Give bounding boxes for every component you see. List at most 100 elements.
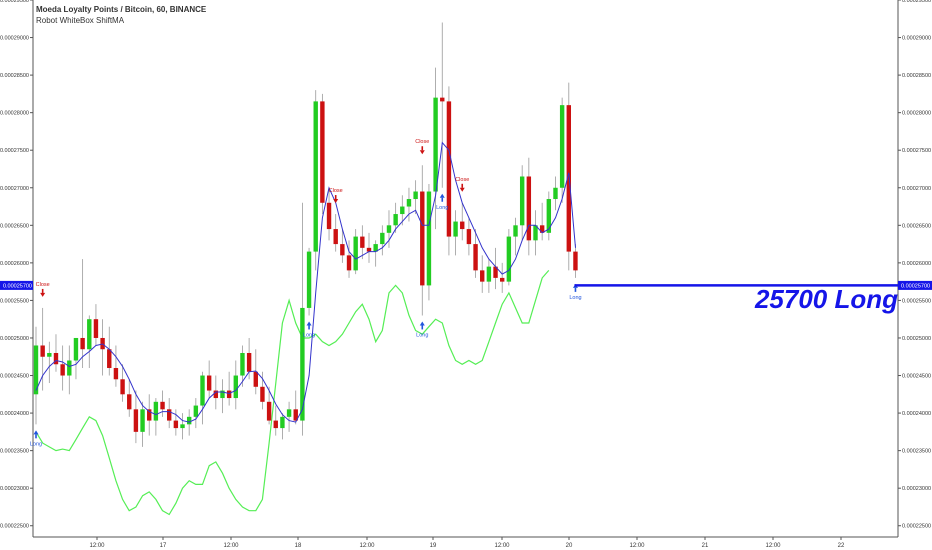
y-tick-label-right: 0.00026500 <box>902 223 931 229</box>
candle-up <box>280 416 285 429</box>
candle-down <box>500 277 505 282</box>
x-tick-label: 12:00 <box>765 543 781 549</box>
y-tick-label-right: 0.00029500 <box>902 0 931 4</box>
candle-up <box>533 225 538 241</box>
candle-down <box>460 221 465 230</box>
x-tick-label: 20 <box>566 543 573 549</box>
candle-up <box>413 191 418 200</box>
candle-up <box>386 225 392 233</box>
y-tick-label-right: 0.00024500 <box>902 374 931 380</box>
x-tick-label: 12:00 <box>223 543 239 549</box>
long-arrow-stem <box>441 197 444 202</box>
long-signal-label: Long <box>303 332 315 338</box>
long-signal-label: Long <box>569 295 581 301</box>
candle-down <box>213 390 219 399</box>
candle-down <box>539 225 545 233</box>
candle-up <box>400 206 405 215</box>
candle-down <box>160 401 165 410</box>
candle-up <box>546 199 552 233</box>
candle-down <box>167 409 172 421</box>
candle-down <box>473 244 478 271</box>
candle-up <box>233 375 238 399</box>
candle-down <box>273 420 278 429</box>
y-tick-label-left: 0.00027000 <box>0 186 29 192</box>
close-arrow-icon <box>333 199 339 204</box>
long-arrow-icon <box>419 321 425 326</box>
time-axis: 12:00 17 12:00 18 12:00 19 12:00 20 12:00 21 12:00… <box>89 537 845 549</box>
y-tick-label-right: 0.00023500 <box>902 449 931 455</box>
signal-label: 25700 Long <box>754 284 898 314</box>
candle-up <box>433 97 438 192</box>
close-arrow-icon <box>40 292 46 297</box>
candle-up <box>47 352 52 357</box>
signal-price-line: 0.00025700 0.00025700 <box>0 280 932 290</box>
candle-down <box>333 229 338 245</box>
candle-down <box>293 409 298 421</box>
candle-down <box>480 270 485 282</box>
long-signal-label: Long <box>30 441 42 447</box>
price-tag-right <box>898 280 932 290</box>
x-tick-label: 12:00 <box>629 543 645 549</box>
candle-up <box>240 352 245 376</box>
long-signal-label: Long <box>436 205 448 211</box>
long-arrow-stem <box>421 325 424 330</box>
candle-down <box>113 368 119 380</box>
candle-up <box>373 244 378 252</box>
candle-down <box>127 394 132 410</box>
y-tick-label-right: 0.00029000 <box>902 36 931 42</box>
y-tick-label-left: 0.00026500 <box>0 223 29 229</box>
candle-down <box>226 390 232 399</box>
candle-up <box>180 424 185 429</box>
y-tick-label-right: 0.00027500 <box>902 148 931 154</box>
x-tick-label: 17 <box>160 543 167 549</box>
x-tick-label: 21 <box>702 543 709 549</box>
close-arrow-stem <box>461 183 464 188</box>
shift-ma-path <box>35 270 550 516</box>
x-tick-label: 12:00 <box>359 543 375 549</box>
x-tick-label: 19 <box>430 543 437 549</box>
left-price-axis: 0.00022500 0.00023000 0.00023500 0.00024000… <box>0 0 33 530</box>
candle-down <box>346 255 352 271</box>
candle-up <box>393 214 398 226</box>
candle-up <box>426 191 432 286</box>
y-tick-label-left: 0.00029000 <box>0 36 29 42</box>
candle-down <box>40 345 45 357</box>
candle-up <box>553 187 558 200</box>
close-arrow-stem <box>421 146 424 151</box>
y-tick-label-right: 0.00025000 <box>902 336 931 342</box>
candle-down <box>366 247 372 252</box>
close-arrow-icon <box>459 187 465 192</box>
y-tick-label-right: 0.00024000 <box>902 411 931 417</box>
candle-down <box>326 202 332 230</box>
candle-up <box>380 232 385 245</box>
close-arrow-stem <box>334 195 337 200</box>
y-tick-label-left: 0.00028500 <box>0 73 29 79</box>
close-signal-label: Close <box>329 188 343 194</box>
candle-up <box>313 101 318 252</box>
close-arrow-stem <box>41 288 44 293</box>
long-signal-label: Long <box>416 332 428 338</box>
candle-down <box>440 97 445 102</box>
candle-down <box>173 420 179 429</box>
chart-title: Moeda Loyalty Points / Bitcoin, 60, BINA… <box>36 5 207 14</box>
price-tag-right-text: 0.00025700 <box>901 283 930 289</box>
candle-up <box>286 409 292 417</box>
candle-up <box>306 251 312 308</box>
long-arrow-stem <box>308 325 310 330</box>
x-tick-label: 18 <box>295 543 302 549</box>
candle-up <box>73 337 79 361</box>
candle-up <box>300 307 305 421</box>
y-tick-label-right: 0.00026000 <box>902 261 931 267</box>
y-tick-label-right: 0.00028000 <box>902 111 931 117</box>
x-tick-label: 12:00 <box>89 543 105 549</box>
long-arrow-icon <box>306 321 312 326</box>
candle-down <box>266 401 272 421</box>
candle-up <box>67 360 72 376</box>
candle-down <box>466 229 472 245</box>
right-price-axis: 0.00022500 0.00023000 0.00023500 0.00024000… <box>898 0 931 530</box>
y-tick-label-left: 0.00023000 <box>0 486 29 492</box>
candle-down <box>493 266 498 278</box>
candle-down <box>573 251 578 271</box>
candle-down <box>80 337 85 350</box>
